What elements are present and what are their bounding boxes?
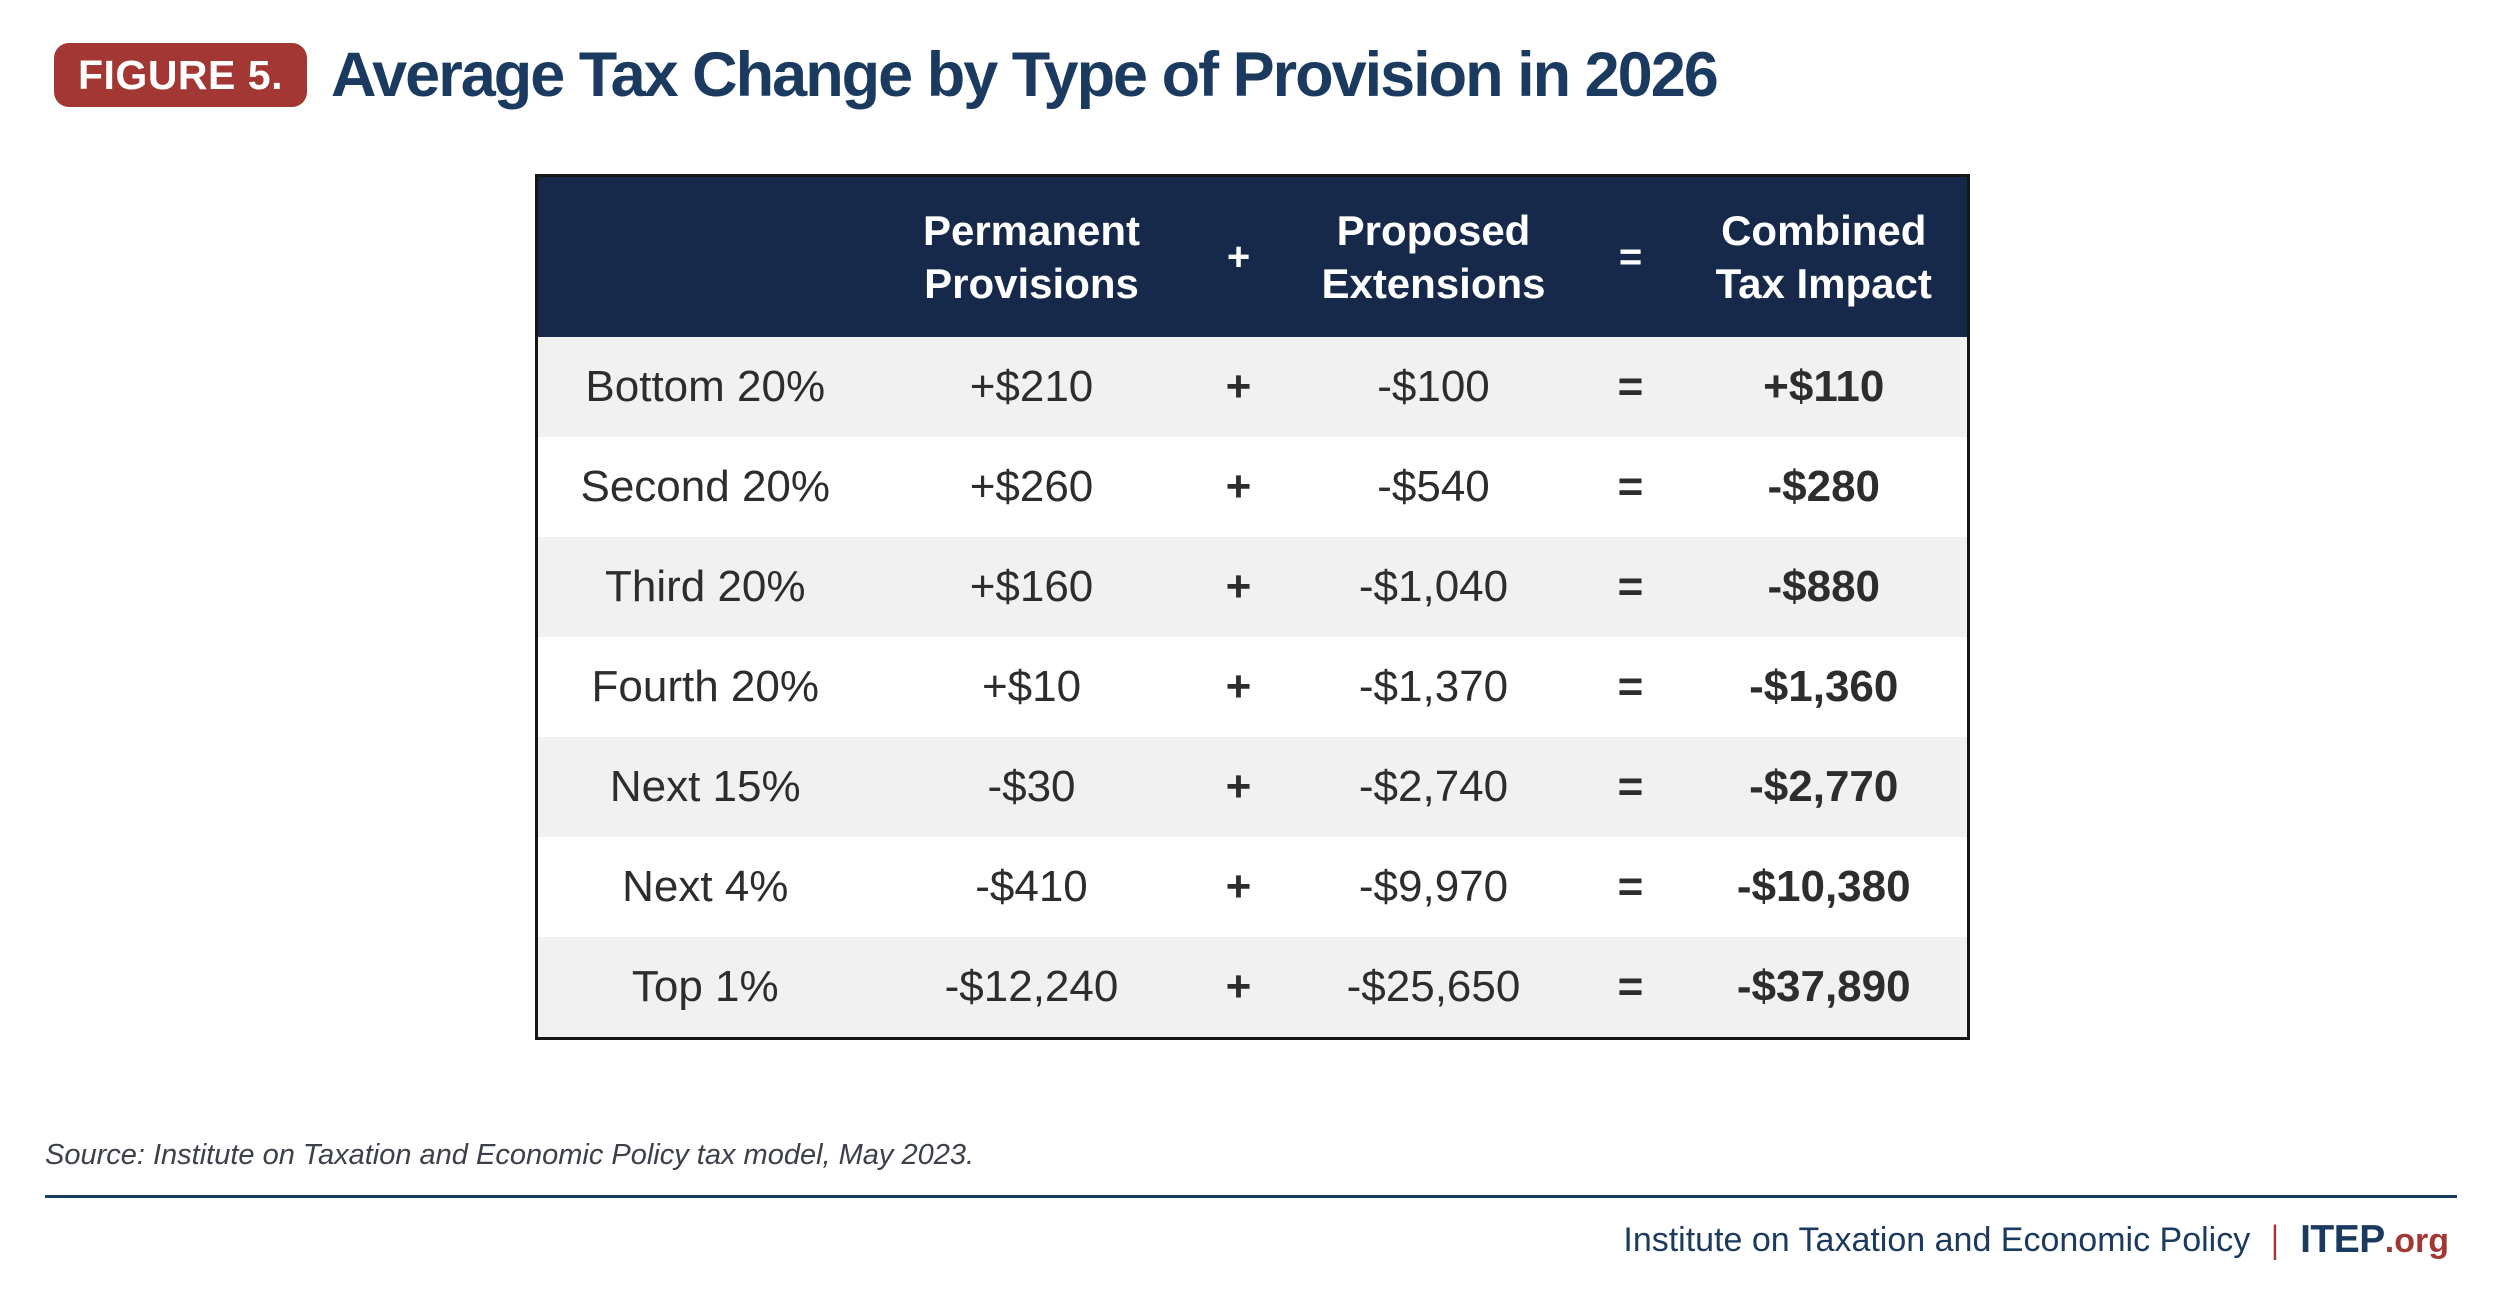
footer-separator: | — [2271, 1218, 2280, 1261]
header-line: Permanent — [922, 206, 1141, 254]
itep-org-logo: ITEP .org — [2300, 1218, 2449, 1262]
figure-title: Average Tax Change by Type of Provision … — [330, 39, 1719, 110]
header-proposed-extensions: Proposed Extensions — [1286, 175, 1581, 337]
header-permanent-provisions: Permanent Provisions — [872, 175, 1191, 337]
header-equals-sign: = — [1580, 175, 1681, 337]
plus-operator-cell: + — [1225, 362, 1252, 411]
combined-impact-cell: -$1,360 — [1749, 662, 1899, 711]
proposed-extensions-cell: -$2,740 — [1358, 762, 1509, 811]
footer-org-name: Institute on Taxation and Economic Polic… — [1623, 1220, 2251, 1259]
income-group-cell: Third 20% — [604, 562, 806, 611]
permanent-provisions-cell: -$410 — [975, 862, 1088, 911]
proposed-extensions-cell: -$25,650 — [1346, 962, 1521, 1011]
combined-impact-cell: -$880 — [1767, 562, 1881, 611]
combined-impact-cell: -$37,890 — [1736, 962, 1911, 1011]
header-line: Tax Impact — [1715, 260, 1932, 307]
table-row: Bottom 20% +$210 + -$100 = +$110 — [536, 337, 1969, 437]
plus-operator-cell: + — [1225, 862, 1252, 911]
combined-impact-cell: -$280 — [1767, 462, 1881, 511]
itep-logo-suffix: .org — [2384, 1222, 2449, 1260]
plus-operator-cell: + — [1225, 562, 1252, 611]
plus-operator-cell: + — [1225, 762, 1252, 811]
combined-impact-cell: +$110 — [1763, 362, 1885, 411]
source-note: Source: Institute on Taxation and Econom… — [45, 1139, 975, 1171]
permanent-provisions-cell: +$210 — [969, 362, 1094, 411]
table-header-row: Permanent Provisions + Proposed Extensio… — [536, 175, 1969, 337]
combined-impact-cell: -$10,380 — [1736, 862, 1911, 911]
proposed-extensions-cell: -$1,370 — [1358, 662, 1509, 711]
permanent-provisions-cell: +$260 — [969, 462, 1094, 511]
footer: Institute on Taxation and Economic Polic… — [1623, 1218, 2449, 1262]
table-row: Next 4% -$410 + -$9,970 = -$10,380 — [536, 837, 1969, 937]
equals-operator-cell: = — [1617, 662, 1644, 711]
proposed-extensions-cell: -$540 — [1377, 462, 1490, 511]
permanent-provisions-cell: -$30 — [987, 762, 1076, 811]
table-row: Second 20% +$260 + -$540 = -$280 — [536, 437, 1969, 537]
equals-operator-cell: = — [1617, 762, 1644, 811]
proposed-extensions-cell: -$9,970 — [1358, 862, 1509, 911]
header-line: Provisions — [924, 260, 1139, 307]
plus-operator-cell: + — [1225, 962, 1252, 1011]
header-line: Proposed — [1336, 206, 1531, 254]
equals-operator-cell: = — [1617, 462, 1644, 511]
equals-operator-cell: = — [1617, 962, 1644, 1011]
footer-divider-line — [45, 1195, 2457, 1198]
header-income-group — [536, 175, 873, 337]
income-group-cell: Bottom 20% — [585, 362, 826, 411]
tax-change-table: Permanent Provisions + Proposed Extensio… — [535, 174, 1970, 1040]
table-row: Third 20% +$160 + -$1,040 = -$880 — [536, 537, 1969, 637]
permanent-provisions-cell: -$12,240 — [944, 962, 1119, 1011]
plus-operator-cell: + — [1225, 462, 1252, 511]
income-group-cell: Next 15% — [609, 762, 801, 811]
table-row: Fourth 20% +$10 + -$1,370 = -$1,360 — [536, 637, 1969, 737]
combined-impact-cell: -$2,770 — [1749, 762, 1899, 811]
header-line: Combined — [1721, 206, 1927, 254]
proposed-extensions-cell: -$100 — [1377, 362, 1490, 411]
permanent-provisions-cell: +$160 — [969, 562, 1094, 611]
proposed-extensions-cell: -$1,040 — [1358, 562, 1509, 611]
equals-operator-cell: = — [1617, 862, 1644, 911]
tax-table-container: Permanent Provisions + Proposed Extensio… — [535, 174, 1970, 1040]
equals-operator-cell: = — [1617, 562, 1644, 611]
income-group-cell: Next 4% — [622, 862, 789, 911]
figure-header: FIGURE 5. Average Tax Change by Type of … — [54, 39, 1719, 110]
income-group-cell: Fourth 20% — [591, 662, 819, 711]
equals-operator-cell: = — [1617, 362, 1644, 411]
table-row: Top 1% -$12,240 + -$25,650 = -$37,890 — [536, 937, 1969, 1039]
header-line: Extensions — [1321, 260, 1546, 307]
header-plus-sign: + — [1190, 175, 1287, 337]
table-row: Next 15% -$30 + -$2,740 = -$2,770 — [536, 737, 1969, 837]
itep-logo-text: ITEP — [2300, 1218, 2385, 1261]
permanent-provisions-cell: +$10 — [981, 662, 1082, 711]
income-group-cell: Top 1% — [631, 962, 779, 1011]
figure-number-badge: FIGURE 5. — [54, 43, 307, 107]
header-combined-tax-impact: Combined Tax Impact — [1680, 175, 1969, 337]
plus-operator-cell: + — [1225, 662, 1252, 711]
income-group-cell: Second 20% — [580, 462, 831, 511]
